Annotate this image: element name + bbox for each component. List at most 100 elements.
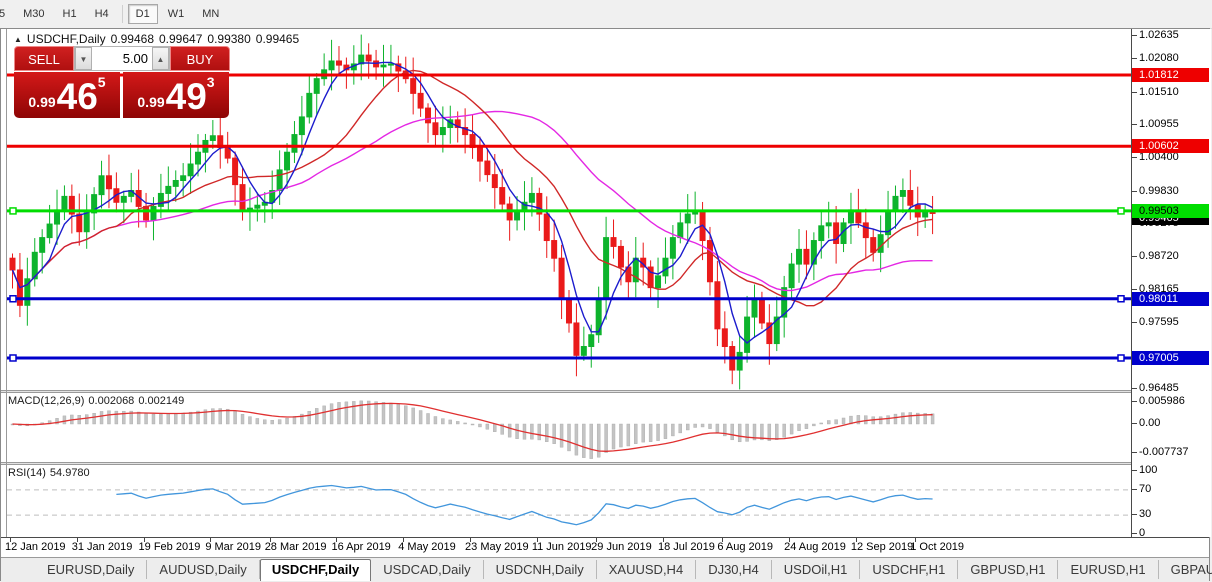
tab-audusd-daily[interactable]: AUDUSD,Daily [147,560,260,579]
date-tick-mark [855,538,857,542]
date-tick-mark [403,538,405,542]
symbol-period-label: USDCHF,Daily [26,32,106,46]
rsi-tick-0: 0 [1131,527,1146,539]
macd-tick--0.007737: -0.007737 [1132,445,1189,458]
volume-decrease-button[interactable]: ▼ [75,47,92,70]
buy-price-prefix: 0.99 [137,94,165,110]
macd-header: MACD(12,26,9) 0.002068 0.002149 [8,395,188,407]
tab-usdchf-daily[interactable]: USDCHF,Daily [259,559,372,581]
rsi-tick-30: 30 [1131,508,1152,521]
date-axis[interactable]: 12 Jan 2019 31 Jan 2019 19 Feb 2019 9 Mar 2… [1,537,1209,558]
buy-price-pip: 3 [206,74,215,90]
timeframe-button-w1[interactable]: W1 [167,8,185,20]
tab-usdchf-h1[interactable]: USDCHF,H1 [860,560,959,579]
rsi-header: RSI(14) 54.9780 [8,467,94,479]
date-label: 18 Jul 2019 [657,541,715,553]
volume-input[interactable] [92,47,152,70]
date-label: 23 May 2019 [465,541,529,553]
date-label: 28 Mar 2019 [264,541,327,553]
macd-value-2: 0.002149 [138,395,185,407]
rsi-tick-100: 100 [1131,464,1158,476]
date-tick-mark [789,538,791,542]
ohlc-high: 0.99647 [159,32,203,46]
timeframe-toolbar: 5 M30 H1 H4 D1 W1 MN [0,0,1212,29]
macd-label: MACD(12,26,9) [8,395,85,407]
price-tick-0.99830: 0.99830 [1132,184,1179,197]
chart-tab-bar: EURUSD,Daily AUDUSD,Daily USDCHF,Daily USDC… [1,557,1212,582]
chart-title: ▲ USDCHF,Daily 0.99468 0.99647 0.99380 0.9946… [14,32,299,46]
timeframe-button-d1[interactable]: D1 [127,4,158,24]
date-tick-mark [76,538,78,542]
date-label: 29 Jun 2019 [591,541,652,553]
macd-panel[interactable]: MACD(12,26,9) 0.002068 0.002149 [1,393,1131,462]
panel-splitter[interactable] [1,390,1209,393]
macd-tick-0.00: 0.00 [1131,417,1161,429]
volume-control: ▼ ▲ [74,46,170,71]
date-tick-mark [470,538,472,542]
price-tick-1.00400: 1.00400 [1132,151,1179,164]
date-label: 24 Aug 2019 [784,541,846,553]
date-tick-mark [722,538,724,542]
tab-dj30-h4[interactable]: DJ30,H4 [696,560,772,579]
date-tick-mark [336,538,338,542]
timeframe-button-5[interactable]: 5 [0,4,13,24]
level-badge-0.98011: 0.98011 [1132,291,1209,306]
sell-price-prefix: 0.99 [28,94,56,110]
tab-gbpusd-h1[interactable]: GBPUSD,H1 [958,560,1059,579]
price-tick-1.01510: 1.01510 [1132,85,1179,98]
price-tick-0.98720: 0.98720 [1132,250,1179,263]
buy-price-big: 49 [165,76,207,117]
price-tick-0.96485: 0.96485 [1132,381,1179,394]
price-scale[interactable]: 1.02635 1.02080 1.01510 1.00955 1.00400 0.998… [1131,29,1211,539]
date-tick-mark [662,538,664,542]
rsi-tick-70: 70 [1131,482,1152,495]
date-label: 11 Jun 2019 [531,541,592,553]
date-tick-mark [915,538,917,542]
price-chart-panel[interactable]: ▲ USDCHF,Daily 0.99468 0.99647 0.99380 0.9946… [1,29,1131,390]
one-click-trading-panel: SELL ▼ ▲ BUY 0.99 46 5 0.99 49 3 [14,46,230,118]
tab-gbpaud-h1[interactable]: GBPAUD,H1 [1159,560,1212,579]
timeframe-button-h1[interactable]: H1 [62,8,77,20]
price-tick-1.02080: 1.02080 [1132,52,1179,65]
timeframe-button-h4[interactable]: H4 [94,8,109,20]
date-label: 6 Aug 2019 [717,541,773,553]
rsi-panel[interactable]: RSI(14) 54.9780 [1,465,1131,537]
macd-value-1: 0.002068 [88,395,135,407]
price-tick-0.98165: 0.98165 [1132,282,1179,295]
level-badge-0.97005: 0.97005 [1132,350,1209,365]
price-chart-canvas[interactable] [1,29,1131,390]
tab-xauusd-h4[interactable]: XAUUSD,H4 [597,560,697,579]
sell-button[interactable]: SELL [14,46,74,71]
price-tick-1.02635: 1.02635 [1132,29,1179,41]
collapse-quote-icon[interactable]: ▲ [14,35,22,44]
buy-price-box[interactable]: 0.99 49 3 [123,72,229,118]
panel-splitter[interactable] [1,462,1209,465]
tab-usdoil-h1[interactable]: USDOil,H1 [772,560,861,579]
toolbar-separator [121,5,123,23]
chart-window: ▲ USDCHF,Daily 0.99468 0.99647 0.99380 0.9946… [0,28,1212,582]
date-tick-mark [143,538,145,542]
volume-increase-button[interactable]: ▲ [152,47,169,70]
macd-canvas [10,400,935,459]
date-label: 12 Sep 2019 [850,541,914,553]
rsi-label: RSI(14) [8,467,46,479]
date-label: 31 Jan 2019 [71,541,133,553]
date-label: 4 May 2019 [398,541,456,553]
rsi-value: 54.9780 [49,467,90,479]
timeframe-button-m30[interactable]: M30 [23,8,45,20]
price-tick-0.97595: 0.97595 [1132,316,1179,329]
tab-usdcad-daily[interactable]: USDCAD,Daily [371,560,484,579]
sell-price-box[interactable]: 0.99 46 5 [14,72,120,118]
buy-button[interactable]: BUY [170,46,230,71]
level-badge-1.01812: 1.01812 [1132,68,1209,82]
tab-eurusd-daily[interactable]: EURUSD,Daily [35,560,148,579]
sell-price-big: 46 [56,76,98,117]
rsi-canvas [7,484,1131,526]
tab-eurusd-h1[interactable]: EURUSD,H1 [1058,560,1159,579]
date-label: 9 Mar 2019 [205,541,261,553]
ohlc-close: 0.99465 [255,32,300,46]
tab-usdcnh-daily[interactable]: USDCNH,Daily [484,560,597,579]
date-tick-mark [10,538,11,542]
timeframe-button-mn[interactable]: MN [202,8,220,20]
